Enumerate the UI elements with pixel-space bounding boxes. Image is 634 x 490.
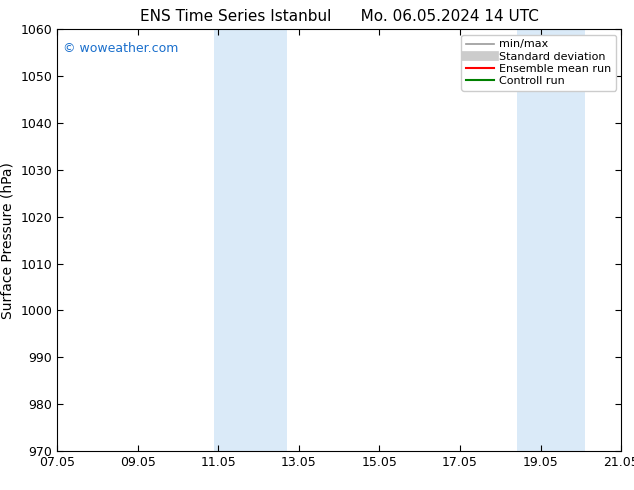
Bar (214, 29, 287, 451)
Text: © woweather.com: © woweather.com (63, 42, 178, 55)
Y-axis label: Surface Pressure (hPa): Surface Pressure (hPa) (1, 162, 15, 318)
Title: ENS Time Series Istanbul      Mo. 06.05.2024 14 UTC: ENS Time Series Istanbul Mo. 06.05.2024 … (139, 9, 539, 24)
Legend: min/max, Standard deviation, Ensemble mean run, Controll run: min/max, Standard deviation, Ensemble me… (462, 35, 616, 91)
Bar (517, 29, 585, 451)
